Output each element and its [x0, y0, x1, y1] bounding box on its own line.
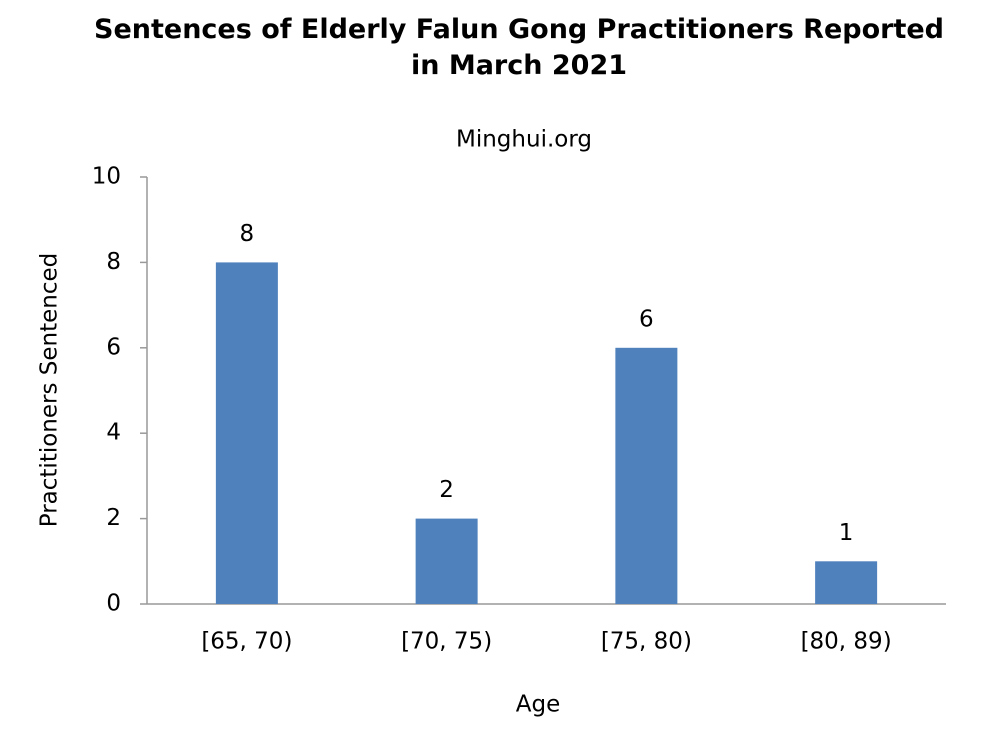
y-tick-label: 0 [106, 591, 121, 617]
y-tick-label: 6 [106, 334, 121, 360]
x-axis-label: Age [516, 692, 560, 718]
bar [215, 262, 278, 604]
data-label: 2 [439, 477, 454, 503]
data-label: 8 [240, 221, 255, 247]
x-tick-label: [75, 80) [601, 629, 692, 655]
y-tick-label: 4 [106, 420, 121, 446]
y-tick-label: 10 [92, 164, 121, 190]
y-axis-label: Practitioners Sentenced [37, 253, 63, 528]
chart-title: Sentences of Elderly Falun Gong Practiti… [94, 14, 945, 81]
x-tick-label: [80, 89) [801, 629, 892, 655]
bar [415, 518, 478, 604]
y-tick-label: 8 [106, 249, 121, 275]
bar [815, 561, 878, 604]
x-tick-label: [65, 70) [201, 629, 292, 655]
data-label: 6 [639, 306, 654, 332]
y-tick-label: 2 [106, 505, 121, 531]
bar [615, 347, 678, 604]
chart-subtitle: Minghui.org [456, 127, 592, 153]
data-label: 1 [839, 520, 854, 546]
x-tick-label: [70, 75) [401, 629, 492, 655]
